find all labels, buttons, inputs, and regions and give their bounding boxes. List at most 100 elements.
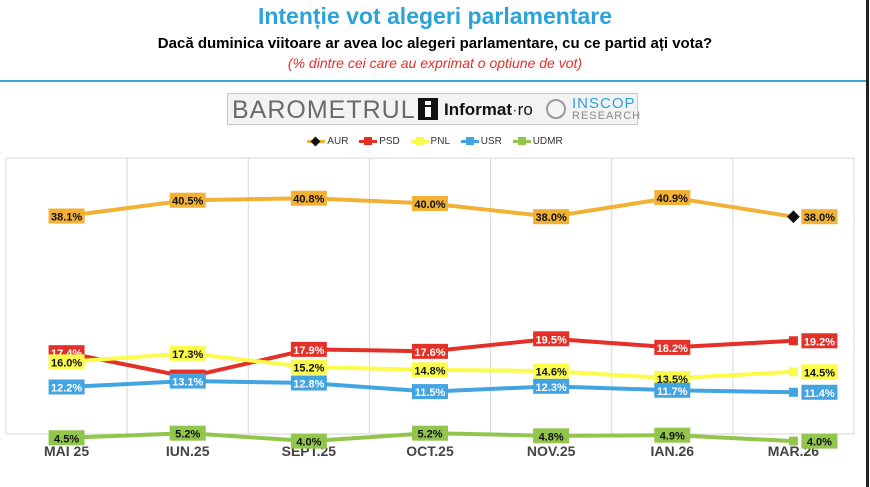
data-label-box-psd-3 bbox=[412, 343, 448, 359]
legend-label-psd: PSD bbox=[379, 136, 400, 147]
data-label-box-usr-4 bbox=[533, 378, 570, 394]
point-marker-usr-6 bbox=[788, 387, 798, 397]
data-label-psd-2: 17.9% bbox=[293, 345, 324, 357]
data-label-box-udmr-6 bbox=[801, 433, 838, 449]
header-divider bbox=[0, 80, 866, 82]
point-marker-udmr-6 bbox=[788, 436, 798, 446]
legend-label-usr: USR bbox=[480, 136, 502, 147]
data-label-box-udmr-5 bbox=[654, 427, 691, 443]
legend-swatch-udmr bbox=[512, 137, 531, 145]
x-tick-label-nov-25: NOV.25 bbox=[527, 443, 576, 459]
data-label-box-pnl-4 bbox=[533, 363, 570, 379]
data-label-box-usr-3 bbox=[412, 384, 448, 400]
data-label-udmr-6: 4.0% bbox=[807, 437, 832, 449]
data-label-box-aur-6 bbox=[801, 209, 838, 225]
point-marker-pnl-6 bbox=[788, 367, 798, 377]
legend-label-pnl: PNL bbox=[430, 136, 450, 147]
data-label-box-aur-3 bbox=[412, 196, 448, 211]
data-label-pnl-4: 14.6% bbox=[536, 367, 567, 379]
data-label-box-usr-5 bbox=[654, 382, 691, 398]
chart-legend: AUR PSD PNL USR UDMR bbox=[0, 136, 870, 150]
data-label-box-pnl-6 bbox=[801, 364, 838, 380]
data-label-pnl-3: 14.8% bbox=[414, 365, 445, 377]
data-label-aur-2: 40.8% bbox=[293, 194, 324, 206]
legend-swatch-usr bbox=[460, 137, 479, 145]
data-label-aur-1: 40.5% bbox=[172, 196, 203, 208]
legend-item-udmr: UDMR bbox=[512, 136, 563, 147]
data-label-box-psd-2 bbox=[290, 341, 327, 357]
legend-item-pnl: PNL bbox=[410, 136, 450, 147]
data-label-box-udmr-4 bbox=[533, 428, 570, 444]
data-label-pnl-1: 17.3% bbox=[172, 349, 203, 361]
inscop-logo-text: INSCOP bbox=[572, 95, 636, 112]
data-label-udmr-3: 5.2% bbox=[417, 429, 442, 441]
data-label-box-psd-4 bbox=[533, 331, 570, 347]
data-label-box-aur-0 bbox=[48, 208, 85, 224]
data-label-udmr-5: 4.9% bbox=[660, 431, 685, 443]
data-label-psd-4: 19.5% bbox=[536, 334, 567, 346]
data-label-udmr-0: 4.5% bbox=[54, 433, 79, 445]
data-label-usr-5: 11.7% bbox=[657, 386, 688, 398]
informat-name: Informat bbox=[444, 100, 512, 119]
data-label-box-aur-4 bbox=[533, 209, 570, 225]
data-label-udmr-1: 5.2% bbox=[175, 429, 200, 441]
data-label-psd-6: 19.2% bbox=[804, 336, 835, 348]
data-label-box-aur-1 bbox=[169, 192, 206, 208]
data-label-pnl-2: 15.2% bbox=[293, 363, 324, 375]
data-label-udmr-4: 4.8% bbox=[539, 431, 564, 443]
data-label-aur-0: 38.1% bbox=[51, 212, 82, 224]
data-label-box-usr-0 bbox=[48, 379, 85, 395]
data-label-aur-4: 38.0% bbox=[536, 212, 567, 224]
data-label-pnl-0: 16.0% bbox=[51, 357, 82, 369]
right-border bbox=[866, 0, 869, 487]
data-label-box-udmr-1 bbox=[169, 425, 206, 441]
x-tick-label-oct-25: OCT.25 bbox=[406, 443, 454, 459]
data-label-usr-3: 11.5% bbox=[415, 387, 446, 399]
data-label-usr-0: 12.2% bbox=[51, 382, 82, 394]
data-label-psd-5: 18.2% bbox=[657, 343, 688, 355]
legend-label-udmr: UDMR bbox=[532, 136, 563, 147]
data-label-aur-5: 40.9% bbox=[657, 193, 688, 205]
data-label-box-aur-5 bbox=[654, 190, 691, 206]
data-label-box-pnl-5 bbox=[654, 370, 691, 386]
legend-swatch-psd bbox=[359, 137, 378, 145]
legend-swatch-pnl bbox=[410, 137, 429, 145]
informat-suffix: ro bbox=[517, 100, 533, 119]
data-label-aur-3: 40.0% bbox=[414, 199, 445, 211]
point-marker-psd-6 bbox=[788, 336, 798, 346]
data-label-box-pnl-2 bbox=[290, 359, 327, 375]
data-label-box-pnl-1 bbox=[169, 345, 206, 361]
legend-item-usr: USR bbox=[460, 136, 502, 147]
chart-note: (% dintre cei care au exprimat o optiune… bbox=[287, 55, 583, 71]
chart-title: Intenție vot alegeri parlamentare bbox=[257, 3, 613, 29]
data-label-box-udmr-3 bbox=[412, 425, 448, 441]
data-label-box-udmr-0 bbox=[48, 430, 85, 446]
legend-item-psd: PSD bbox=[359, 136, 400, 147]
barometrul-logo-text: BAROMETRUL bbox=[232, 96, 416, 124]
informat-logo-text: Informat·ro bbox=[444, 100, 533, 119]
barometer-logo-banner: BAROMETRUL Informat·ro INSCOP RESEARCH bbox=[227, 93, 642, 125]
legend-label-aur: AUR bbox=[327, 136, 349, 147]
data-label-usr-4: 12.3% bbox=[536, 382, 567, 394]
data-label-box-usr-2 bbox=[290, 375, 327, 391]
x-tick-label-mai-25: MAI 25 bbox=[44, 443, 89, 459]
data-label-pnl-6: 14.5% bbox=[804, 367, 835, 379]
data-label-box-pnl-3 bbox=[412, 362, 448, 378]
data-label-usr-1: 13.1% bbox=[172, 377, 203, 389]
data-label-box-aur-2 bbox=[290, 190, 327, 206]
inscop-logo-subtext: RESEARCH bbox=[572, 110, 642, 122]
data-label-box-usr-6 bbox=[801, 384, 838, 400]
informat-logo-icon bbox=[418, 98, 438, 120]
survey-question: Dacă duminica viitoare ar avea loc alege… bbox=[157, 35, 713, 52]
data-label-psd-3: 17.6% bbox=[414, 347, 445, 359]
data-label-box-pnl-0 bbox=[48, 354, 85, 370]
data-label-aur-6: 38.0% bbox=[804, 212, 835, 224]
data-label-box-udmr-2 bbox=[290, 433, 327, 449]
inscop-logo-icon bbox=[546, 99, 566, 119]
legend-swatch-aur bbox=[307, 136, 326, 147]
data-label-usr-2: 12.8% bbox=[293, 379, 324, 391]
x-tick-label-iun-25: IUN.25 bbox=[166, 443, 210, 459]
data-label-usr-6: 11.4% bbox=[804, 388, 835, 400]
data-label-box-usr-1 bbox=[169, 373, 206, 389]
